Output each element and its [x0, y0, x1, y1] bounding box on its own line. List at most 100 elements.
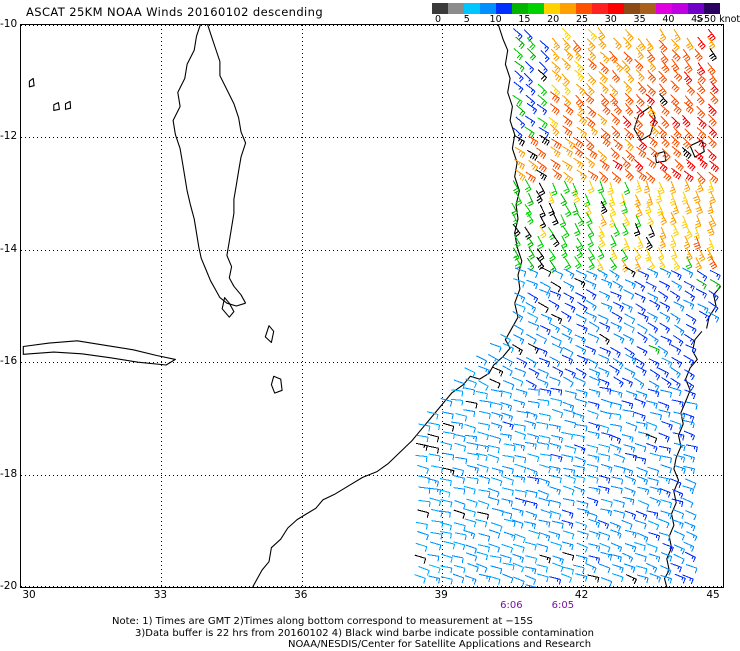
- wind-barb: [695, 49, 703, 61]
- wind-barb: [551, 159, 561, 170]
- wind-barb: [489, 544, 500, 553]
- wind-barb: [674, 69, 682, 81]
- wind-barb: [671, 271, 681, 281]
- wind-barb: [452, 556, 463, 563]
- wind-barb: [611, 113, 620, 125]
- wind-barb: [637, 467, 648, 476]
- wind-barb: [552, 344, 562, 354]
- wind-barb: [636, 366, 646, 376]
- wind-barb: [658, 346, 668, 357]
- wind-barb: [549, 487, 560, 495]
- wind-barb: [599, 387, 610, 394]
- wind-barb: [612, 126, 620, 138]
- wind-barb: [516, 389, 527, 397]
- wind-barb: [577, 170, 587, 181]
- wind-barb: [442, 453, 453, 460]
- wind-barb: [526, 501, 537, 509]
- wind-barb: [661, 500, 672, 508]
- wind-barb: [650, 497, 661, 506]
- wind-barb: [601, 433, 612, 441]
- wind-barb: [634, 117, 643, 129]
- y-tick-neg16: -16: [0, 355, 17, 367]
- wind-barb: [526, 511, 537, 520]
- wind-barb: [515, 490, 526, 497]
- map-plot-area: [20, 24, 724, 588]
- wind-barb: [647, 478, 658, 486]
- wind-barb: [598, 520, 609, 529]
- wind-barb: [638, 271, 649, 281]
- wind-barb: [492, 412, 503, 420]
- wind-barb: [649, 136, 658, 147]
- wind-barb: [648, 323, 658, 333]
- wind-barb: [634, 378, 644, 389]
- wind-barb: [675, 325, 685, 336]
- wind-barb: [698, 304, 709, 313]
- wind-barb: [525, 442, 536, 449]
- wind-barb: [572, 183, 578, 196]
- wind-barb: [636, 304, 646, 315]
- wind-barb: [648, 71, 656, 83]
- wind-barb: [649, 359, 659, 369]
- wind-barb: [626, 575, 637, 585]
- wind-barb: [600, 52, 609, 63]
- wind-barb: [683, 115, 691, 127]
- wind-barb: [673, 258, 680, 270]
- wind-barb: [611, 248, 617, 261]
- wind-barb: [529, 247, 535, 260]
- wind-barb: [515, 71, 524, 83]
- wind-barb: [524, 73, 532, 85]
- wind-barb: [587, 445, 598, 453]
- wind-barb: [551, 183, 557, 196]
- wind-barb: [661, 566, 672, 576]
- wind-barb: [514, 400, 525, 408]
- wind-barb: [416, 455, 427, 461]
- wind-barb: [573, 434, 584, 441]
- wind-barb: [550, 291, 561, 300]
- y-tick-neg18: -18: [0, 468, 17, 480]
- y-tick-neg14: -14: [0, 243, 17, 255]
- wind-barb: [575, 278, 586, 288]
- wind-barb: [587, 464, 598, 472]
- wind-barb: [647, 312, 657, 322]
- wind-barb: [479, 574, 490, 582]
- wind-barb: [418, 476, 429, 483]
- wind-barb: [528, 322, 539, 331]
- colorbar-segment-11: [608, 3, 624, 14]
- wind-barb: [525, 556, 536, 564]
- wind-barb: [624, 37, 632, 49]
- wind-barb: [635, 293, 645, 303]
- wind-barb: [502, 357, 512, 367]
- wind-barb: [540, 454, 551, 461]
- wind-barb: [684, 282, 694, 292]
- wind-barb: [576, 425, 587, 432]
- wind-barb: [686, 445, 697, 452]
- wind-barb: [625, 280, 636, 289]
- wind-barb: [565, 475, 576, 484]
- wind-barb: [670, 387, 681, 396]
- wind-barb: [638, 332, 648, 343]
- wind-barb: [541, 51, 549, 63]
- wind-barb: [576, 246, 583, 258]
- wind-barb: [661, 511, 672, 519]
- wind-barb: [636, 95, 644, 107]
- wind-barb: [672, 168, 681, 179]
- wind-barb: [683, 268, 693, 278]
- wind-barb: [564, 49, 573, 61]
- wind-barb: [694, 237, 701, 250]
- wind-barb: [500, 434, 511, 441]
- colorbar-segment-17: [704, 3, 720, 14]
- wind-barb: [453, 574, 464, 583]
- wind-barb: [661, 105, 670, 116]
- wind-barb: [598, 247, 604, 260]
- wind-barb: [625, 314, 635, 324]
- wind-barb: [536, 148, 545, 159]
- wind-barb: [686, 248, 692, 261]
- wind-barb: [598, 454, 609, 462]
- wind-barb: [513, 345, 523, 355]
- wind-barb: [599, 368, 610, 377]
- wind-barb: [540, 135, 550, 145]
- wind-barb: [576, 522, 587, 531]
- y-tick-neg12: -12: [0, 130, 17, 142]
- wind-barb: [650, 453, 661, 461]
- wind-barb: [635, 553, 646, 561]
